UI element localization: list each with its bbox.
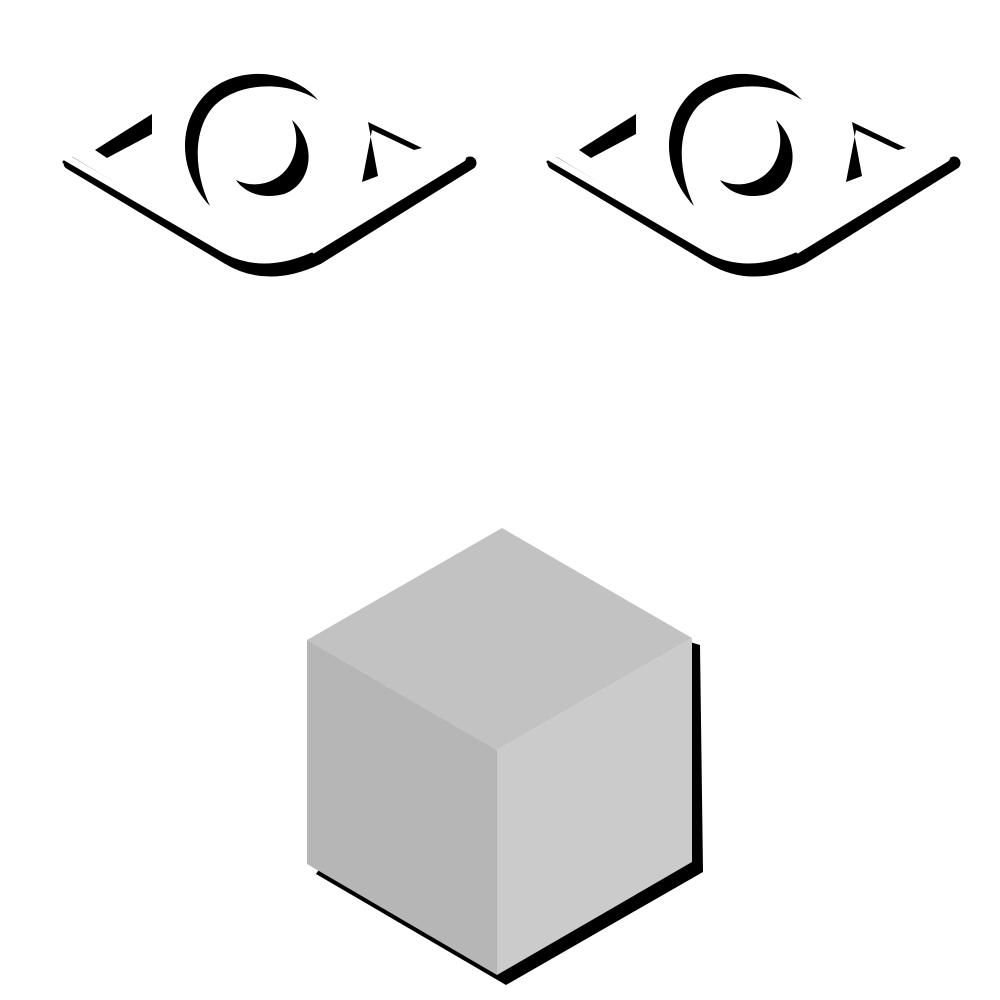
- right-eye-icon: [548, 74, 954, 270]
- cube-right-face: [497, 638, 692, 975]
- left-eye-icon: [64, 74, 470, 270]
- cube-left-face: [307, 640, 497, 975]
- cube-top-face: [307, 528, 692, 750]
- cube-icon: [307, 528, 703, 985]
